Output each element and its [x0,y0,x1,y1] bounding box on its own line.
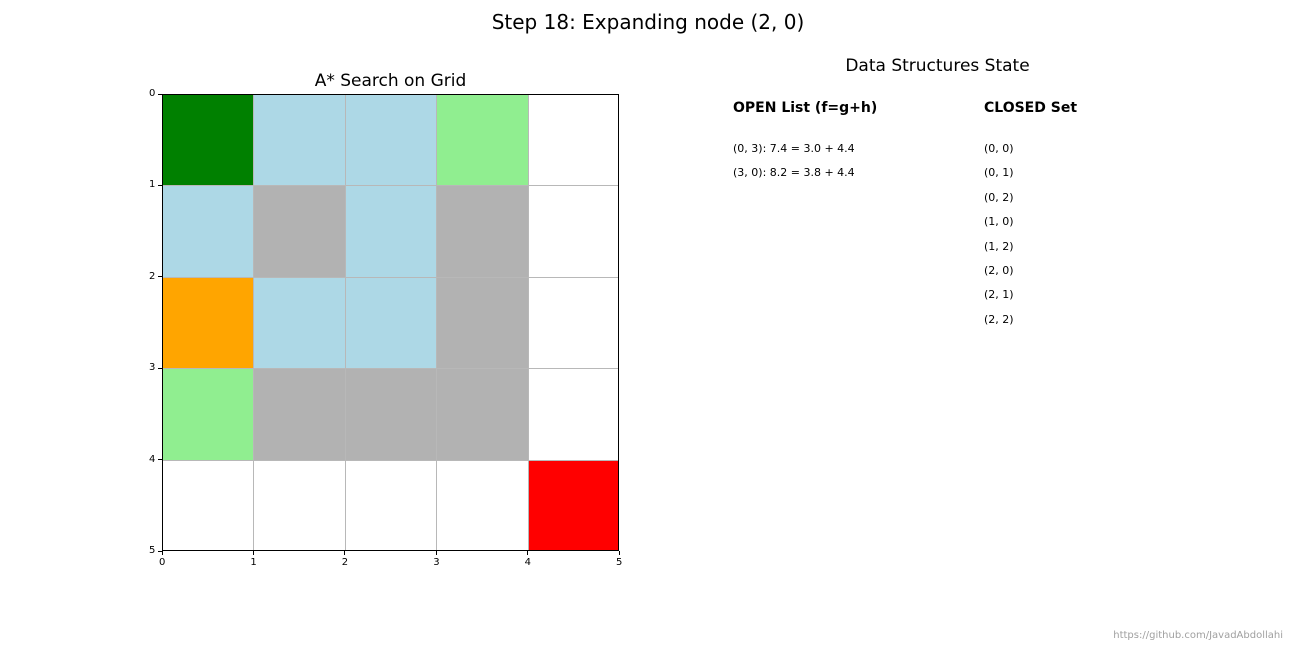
x-tick-label: 3 [433,557,440,568]
grid-cell-closed [344,94,437,186]
y-tick-mark [158,276,162,278]
closed-set-header: CLOSED Set [984,100,1078,116]
x-tick-label: 1 [250,557,257,568]
closed-set-item: (0, 0) [984,142,1014,155]
grid-cell-wall [436,185,528,277]
grid-cell-closed [253,94,345,186]
grid-cell-wall [436,276,528,369]
y-tick-label: 3 [149,362,156,374]
grid-cell-open [436,94,528,186]
grid-cell-empty [253,459,345,551]
grid-cell-wall [253,185,345,277]
grid-cell-empty [527,94,619,186]
x-tick-mark [435,551,437,555]
grid-cell-wall [436,368,528,460]
closed-set-item: (1, 0) [984,215,1014,229]
grid-cell-closed [162,185,254,277]
grid-cell-empty [436,459,528,551]
gridline-horizontal [162,368,619,370]
footer-credit: https://github.com/JavadAbdollahi [1113,630,1283,641]
data-structures-title: Data Structures State [845,56,1030,76]
gridline-vertical [253,94,255,551]
grid-cell-open [162,368,254,460]
y-tick-label: 5 [149,545,156,556]
y-tick-label: 1 [149,179,156,191]
y-tick-mark [158,459,162,461]
gridline-horizontal [162,459,619,461]
grid-cell-closed [344,276,437,369]
x-tick-mark [618,551,620,555]
grid-cell-closed [253,276,345,369]
x-tick-label: 0 [159,557,166,568]
grid-cell-empty [162,459,254,551]
grid-cell-wall [253,368,345,460]
grid-title: A* Search on Grid [314,71,467,91]
grid-cell-empty [527,368,619,460]
gridline-vertical [436,94,438,551]
gridline-horizontal [162,185,619,187]
x-tick-mark [527,551,529,555]
open-list-item: (3, 0): 8.2 = 3.8 + 4.4 [733,166,855,180]
grid-cell-current [162,276,254,369]
closed-set-item: (1, 2) [984,239,1014,253]
grid-cell-closed [344,185,437,277]
gridline-horizontal [162,276,619,278]
open-list-header: OPEN List (f=g+h) [733,100,878,116]
x-tick-label: 5 [616,557,623,568]
x-tick-mark [252,551,254,555]
closed-set-item: (2, 0) [984,264,1014,277]
grid-cell-start [162,94,254,186]
closed-set-item: (0, 1) [984,166,1014,180]
gridline-vertical [527,94,529,551]
grid-cell-goal [527,459,619,551]
grid-cell-empty [527,276,619,369]
grid-cell-wall [344,368,437,460]
y-tick-label: 0 [149,88,156,99]
closed-set-item: (2, 2) [984,312,1014,326]
y-tick-mark [158,367,162,369]
open-list-item: (0, 3): 7.4 = 3.0 + 4.4 [733,142,855,155]
grid-cell-empty [527,185,619,277]
y-tick-mark [158,184,162,186]
x-tick-mark [344,551,346,555]
closed-set-item: (0, 2) [984,190,1014,204]
x-tick-mark [161,551,163,555]
y-tick-label: 4 [149,453,156,465]
x-tick-label: 4 [524,557,531,568]
y-tick-mark [158,93,162,95]
search-grid [162,94,619,551]
gridline-vertical [344,94,346,551]
x-tick-label: 2 [341,557,349,568]
closed-set-item: (2, 1) [984,288,1014,302]
y-tick-mark [158,550,162,552]
figure-title: Step 18: Expanding node (2, 0) [491,10,805,34]
grid-cell-empty [344,459,437,551]
y-tick-label: 2 [149,270,156,282]
